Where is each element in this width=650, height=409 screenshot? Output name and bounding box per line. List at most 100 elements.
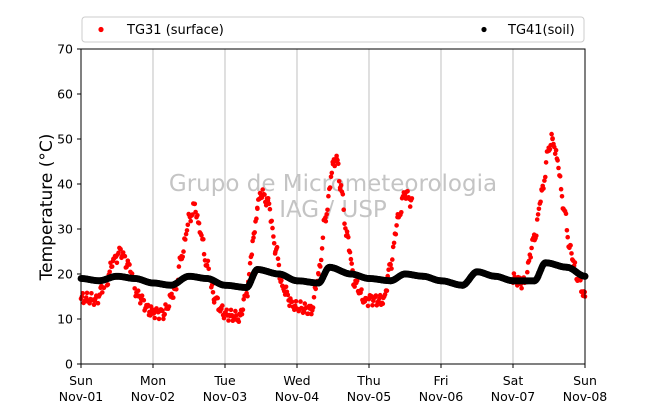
data-point: [254, 216, 259, 221]
data-point: [302, 301, 308, 306]
data-point: [393, 231, 399, 237]
data-point: [114, 260, 120, 266]
data-point: [118, 247, 123, 252]
data-point: [515, 283, 520, 288]
x-tick-label-date: Nov-01: [59, 389, 103, 404]
x-tick-label-date: Nov-03: [203, 389, 247, 404]
x-tick-label-day: Tue: [213, 373, 236, 388]
data-point: [359, 287, 364, 292]
data-point: [326, 193, 331, 199]
data-point: [525, 269, 530, 275]
data-point: [336, 161, 341, 167]
data-point: [204, 262, 210, 268]
data-point: [176, 264, 182, 269]
x-tick-label-day: Sat: [503, 373, 524, 388]
data-point: [266, 201, 272, 207]
data-point: [249, 252, 255, 257]
watermark-line-1: Grupo de Micrometeorologia: [169, 171, 497, 197]
data-point: [354, 278, 360, 284]
data-point: [370, 303, 375, 308]
data-point: [192, 201, 198, 207]
data-point: [271, 234, 276, 239]
data-point: [171, 295, 176, 300]
data-point: [543, 174, 548, 180]
data-point: [190, 212, 195, 217]
data-point: [563, 211, 569, 216]
data-point: [311, 295, 317, 300]
data-point: [316, 271, 321, 277]
data-point: [334, 153, 339, 159]
data-point: [260, 187, 266, 192]
data-point: [556, 165, 561, 171]
x-tick-label-day: Sun: [69, 373, 93, 388]
x-tick-label-date: Nov-08: [563, 389, 608, 404]
data-point: [91, 302, 97, 308]
data-point: [120, 250, 126, 255]
data-point: [247, 260, 253, 266]
data-point: [279, 278, 284, 283]
data-point: [380, 301, 386, 307]
data-point: [327, 185, 333, 190]
data-point: [349, 261, 355, 266]
data-point: [224, 307, 229, 313]
data-point: [409, 196, 415, 201]
series-tg41-soil: [77, 259, 589, 291]
data-point: [547, 146, 553, 152]
data-point: [572, 260, 578, 265]
data-point: [382, 292, 388, 297]
data-point: [285, 292, 291, 298]
data-point: [205, 258, 211, 264]
data-point: [342, 221, 347, 226]
data-point: [384, 288, 390, 294]
data-point: [390, 244, 396, 250]
data-point: [389, 266, 394, 271]
data-point: [138, 301, 143, 306]
data-point: [195, 213, 200, 218]
data-point: [511, 271, 517, 276]
data-point: [262, 192, 267, 197]
data-point: [184, 228, 190, 233]
data-point: [328, 174, 334, 180]
data-point: [180, 254, 185, 260]
data-point: [542, 178, 547, 183]
x-tick-label-date: Nov-07: [491, 389, 535, 404]
data-point: [287, 303, 292, 309]
data-point: [323, 218, 329, 224]
data-point: [526, 258, 532, 264]
data-point: [152, 315, 157, 321]
y-axis-label: Temperature (°C): [37, 134, 57, 282]
data-point: [101, 285, 107, 291]
data-point: [181, 249, 186, 254]
data-point: [289, 299, 295, 305]
data-point: [377, 292, 383, 298]
data-point: [394, 223, 399, 228]
data-point: [228, 307, 234, 313]
data-point: [174, 287, 179, 292]
y-tick-label: 60: [57, 87, 73, 102]
y-tick-label: 20: [57, 267, 73, 282]
data-point: [162, 311, 167, 317]
data-point: [318, 264, 323, 269]
data-point: [274, 244, 280, 250]
data-point: [336, 179, 342, 184]
data-point: [543, 160, 549, 165]
data-point: [553, 147, 559, 153]
data-point: [201, 237, 206, 242]
data-point: [196, 220, 202, 226]
y-axis-ticks: 0 10 20 30 40 50 60 70: [57, 42, 81, 372]
data-point: [105, 282, 111, 287]
data-point: [211, 300, 217, 305]
watermark: Grupo de Micrometeorologia IAG / USP: [169, 171, 497, 223]
data-point: [135, 288, 141, 294]
y-tick-label: 0: [65, 357, 73, 372]
data-point: [210, 290, 216, 295]
data-point: [344, 229, 350, 234]
data-point: [220, 303, 225, 308]
data-point: [275, 256, 281, 262]
data-point: [549, 131, 554, 137]
x-tick-label-day: Mon: [140, 373, 166, 388]
data-point: [332, 163, 338, 169]
data-point: [100, 290, 105, 295]
data-point: [84, 290, 90, 296]
data-point: [267, 206, 273, 212]
